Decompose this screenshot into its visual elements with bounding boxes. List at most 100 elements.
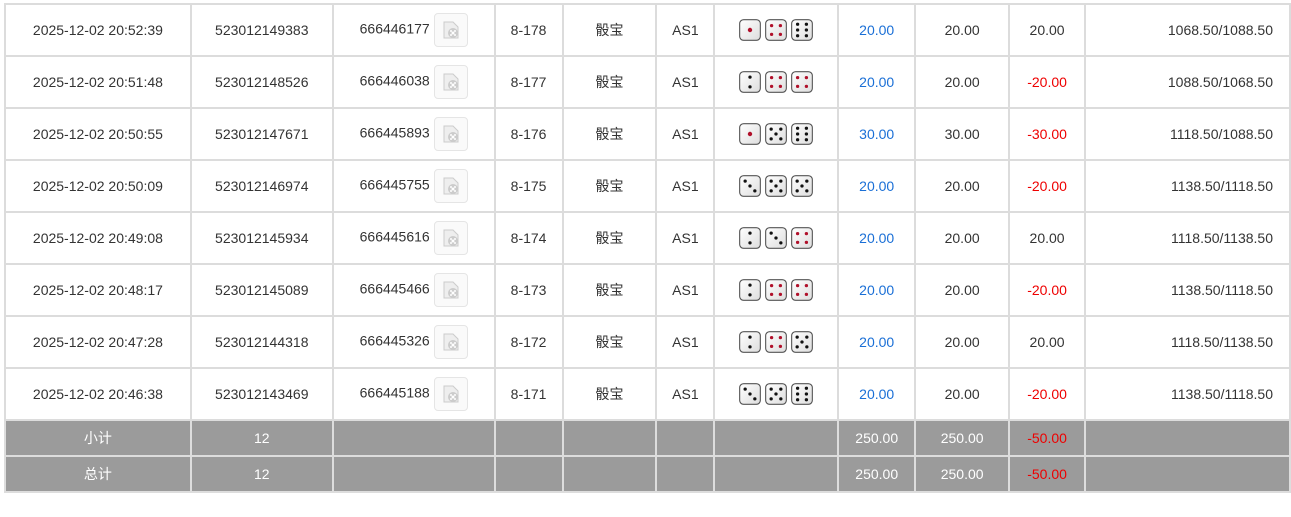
table-number: 8-174 <box>493 211 564 265</box>
bet-type: AS1 <box>655 315 716 369</box>
table-row: 2025-12-02 20:48:17 523012145089 6664454… <box>4 263 1291 317</box>
dice-result <box>713 3 840 57</box>
order-number: 523012149383 <box>189 3 334 57</box>
bet-amount: 20.00 <box>837 159 917 213</box>
dice-icon <box>791 383 814 405</box>
bet-amount: 20.00 <box>837 3 917 57</box>
dice-result <box>713 211 840 265</box>
dice-icon <box>765 227 788 249</box>
balance: 1138.50/1118.50 <box>1084 367 1291 421</box>
table-number: 8-178 <box>493 3 564 57</box>
dice-icon <box>739 227 762 249</box>
order-number: 523012148526 <box>189 55 334 109</box>
video-replay-icon[interactable] <box>433 117 468 151</box>
balance: 1118.50/1138.50 <box>1084 315 1291 369</box>
subtotal-valid-amount: 250.00 <box>914 419 1011 457</box>
win-loss: 20.00 <box>1008 315 1087 369</box>
bet-time: 2025-12-02 20:49:08 <box>4 211 192 265</box>
subtotal-count: 12 <box>189 419 334 457</box>
round-cell: 666445893 <box>331 107 496 161</box>
game-name: 骰宝 <box>561 315 658 369</box>
bet-history-table: 2025-12-02 20:52:39 523012149383 6664461… <box>4 3 1291 493</box>
round-cell: 666445616 <box>331 211 496 265</box>
table-row: 2025-12-02 20:50:55 523012147671 6664458… <box>4 107 1291 161</box>
valid-amount: 20.00 <box>914 3 1011 57</box>
table-row: 2025-12-02 20:47:28 523012144318 6664453… <box>4 315 1291 369</box>
dice-result <box>713 159 840 213</box>
valid-amount: 30.00 <box>914 107 1011 161</box>
video-replay-icon[interactable] <box>433 13 468 47</box>
table-row: 2025-12-02 20:51:48 523012148526 6664460… <box>4 55 1291 109</box>
bet-amount: 20.00 <box>837 263 917 317</box>
balance: 1138.50/1118.50 <box>1084 159 1291 213</box>
dice-icon <box>765 279 788 301</box>
round-cell: 666445326 <box>331 315 496 369</box>
bet-type: AS1 <box>655 211 716 265</box>
game-name: 骰宝 <box>561 211 658 265</box>
video-replay-icon[interactable] <box>433 169 468 203</box>
total-valid-amount: 250.00 <box>914 455 1011 493</box>
bet-type: AS1 <box>655 263 716 317</box>
game-name: 骰宝 <box>561 367 658 421</box>
round-number: 666445188 <box>359 384 430 401</box>
dice-icon <box>739 19 762 41</box>
dice-icon <box>791 71 814 93</box>
dice-icon <box>765 331 788 353</box>
dice-result <box>713 367 840 421</box>
table-number: 8-175 <box>493 159 564 213</box>
total-count: 12 <box>189 455 334 493</box>
dice-result <box>713 263 840 317</box>
round-number: 666445755 <box>359 176 430 193</box>
video-replay-icon[interactable] <box>433 325 468 359</box>
table-number: 8-172 <box>493 315 564 369</box>
total-label: 总计 <box>4 455 192 493</box>
bet-type: AS1 <box>655 55 716 109</box>
valid-amount: 20.00 <box>914 263 1011 317</box>
dice-icon <box>765 71 788 93</box>
table-number: 8-173 <box>493 263 564 317</box>
table-row: 2025-12-02 20:49:08 523012145934 6664456… <box>4 211 1291 265</box>
valid-amount: 20.00 <box>914 211 1011 265</box>
dice-icon <box>765 123 788 145</box>
video-replay-icon[interactable] <box>433 377 468 411</box>
bet-type: AS1 <box>655 107 716 161</box>
win-loss: -20.00 <box>1008 367 1087 421</box>
win-loss: -30.00 <box>1008 107 1087 161</box>
table-row: 2025-12-02 20:50:09 523012146974 6664457… <box>4 159 1291 213</box>
dice-icon <box>765 383 788 405</box>
round-number: 666445466 <box>359 280 430 297</box>
dice-result <box>713 55 840 109</box>
video-replay-icon[interactable] <box>433 273 468 307</box>
video-replay-icon[interactable] <box>433 221 468 255</box>
bet-time: 2025-12-02 20:52:39 <box>4 3 192 57</box>
round-number: 666445616 <box>359 228 430 245</box>
order-number: 523012145934 <box>189 211 334 265</box>
dice-icon <box>791 19 814 41</box>
balance: 1068.50/1088.50 <box>1084 3 1291 57</box>
bet-type: AS1 <box>655 159 716 213</box>
bet-time: 2025-12-02 20:47:28 <box>4 315 192 369</box>
table-number: 8-171 <box>493 367 564 421</box>
round-cell: 666446177 <box>331 3 496 57</box>
balance: 1088.50/1068.50 <box>1084 55 1291 109</box>
bet-type: AS1 <box>655 367 716 421</box>
order-number: 523012145089 <box>189 263 334 317</box>
game-name: 骰宝 <box>561 159 658 213</box>
table-row: 2025-12-02 20:46:38 523012143469 6664451… <box>4 367 1291 421</box>
dice-icon <box>739 279 762 301</box>
table-number: 8-176 <box>493 107 564 161</box>
order-number: 523012146974 <box>189 159 334 213</box>
round-number: 666446177 <box>359 20 430 37</box>
dice-icon <box>739 71 762 93</box>
round-number: 666445326 <box>359 332 430 349</box>
bet-time: 2025-12-02 20:50:09 <box>4 159 192 213</box>
bet-time: 2025-12-02 20:48:17 <box>4 263 192 317</box>
order-number: 523012144318 <box>189 315 334 369</box>
video-replay-icon[interactable] <box>433 65 468 99</box>
valid-amount: 20.00 <box>914 159 1011 213</box>
total-bet-amount: 250.00 <box>837 455 917 493</box>
order-number: 523012147671 <box>189 107 334 161</box>
dice-icon <box>739 123 762 145</box>
game-name: 骰宝 <box>561 263 658 317</box>
game-name: 骰宝 <box>561 107 658 161</box>
